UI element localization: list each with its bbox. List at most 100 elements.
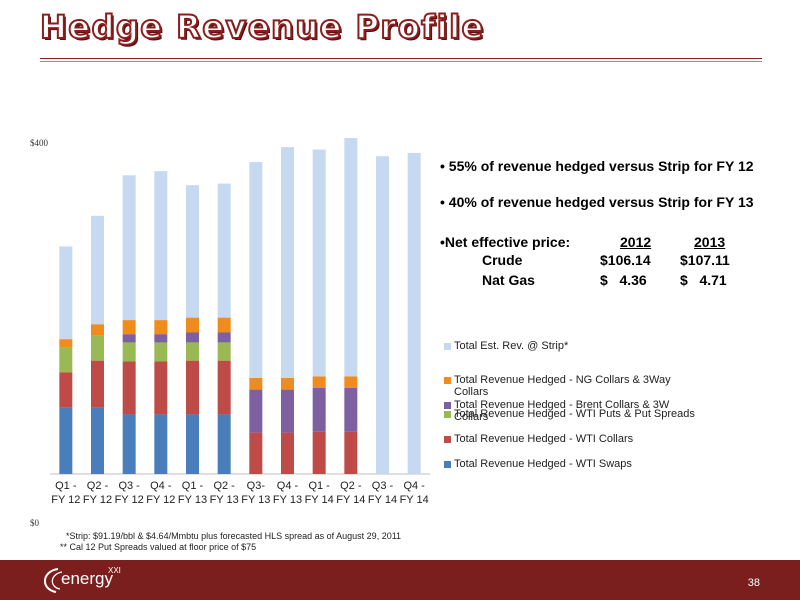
title-divider bbox=[40, 58, 762, 59]
bar-segment bbox=[154, 334, 168, 343]
x-tick-label: FY 12 bbox=[83, 494, 112, 506]
legend-swatch bbox=[444, 377, 451, 384]
x-tick-label: Q2 - bbox=[340, 480, 362, 492]
footnotes: *Strip: $91.19/bbl & $4.64/Mmbtu plus fo… bbox=[60, 531, 401, 553]
bar-segment bbox=[91, 360, 104, 408]
bar-segment bbox=[312, 387, 326, 432]
price-table-col-2012: 2012 bbox=[620, 234, 652, 250]
legend-label: Total Revenue Hedged - Brent Collars & 3… bbox=[454, 399, 670, 423]
y-tick-label: $400 bbox=[30, 138, 49, 148]
bar-segment bbox=[186, 360, 199, 415]
legend-swatch bbox=[444, 461, 451, 468]
bar-segment bbox=[154, 342, 168, 362]
legend-label: Total Revenue Hedged - WTI Swaps bbox=[454, 458, 632, 470]
price-row-natgas-2012: $ 4.36 bbox=[600, 272, 647, 288]
x-tick-label: Q3- bbox=[247, 480, 266, 492]
bar-segment bbox=[344, 431, 358, 474]
price-row-crude-label: Crude bbox=[482, 252, 523, 268]
x-tick-label: FY 14 bbox=[336, 494, 365, 506]
bar-segment bbox=[376, 156, 389, 475]
bar-segment bbox=[59, 246, 73, 340]
bar-segment bbox=[217, 183, 231, 318]
bar-segment bbox=[122, 320, 136, 335]
logo-sup: XXI bbox=[108, 566, 121, 575]
legend-label: Total Revenue Hedged - WTI Collars bbox=[454, 433, 634, 445]
bar-segment bbox=[91, 324, 104, 336]
x-tick-label: FY 13 bbox=[178, 494, 207, 506]
x-tick-label: Q4 - bbox=[150, 480, 172, 492]
x-tick-label: FY 13 bbox=[210, 494, 239, 506]
page-number: 38 bbox=[747, 577, 760, 589]
hedge-revenue-chart: $400 $0 Q1 - FY 12 Q2 - FY 12 Q3 - FY 12 Q4 - FY … bbox=[30, 138, 430, 528]
bar-segment bbox=[217, 414, 231, 474]
bar-segment bbox=[154, 320, 168, 335]
logo-text: energy bbox=[61, 569, 113, 588]
bar-segment bbox=[186, 332, 199, 343]
x-tick-label: FY 13 bbox=[241, 494, 270, 506]
y-tick-label: $0 bbox=[30, 518, 40, 528]
x-tick-label: Q1 - bbox=[182, 480, 204, 492]
bar-segment bbox=[59, 407, 73, 474]
bar-segment bbox=[186, 342, 199, 361]
bar-segment bbox=[59, 347, 73, 373]
bar-segment bbox=[217, 342, 231, 361]
legend-swatch bbox=[444, 402, 451, 409]
bar-segment bbox=[59, 372, 73, 408]
bar-segment bbox=[122, 414, 136, 474]
x-tick-label: FY 12 bbox=[51, 494, 80, 506]
bar-segment bbox=[91, 335, 104, 361]
price-row-natgas-label: Nat Gas bbox=[482, 272, 535, 288]
price-table-col-2013: 2013 bbox=[694, 234, 726, 250]
bar-segment bbox=[312, 149, 326, 377]
legend-swatch bbox=[444, 343, 451, 350]
bar-segment bbox=[344, 376, 358, 388]
bar-segment bbox=[249, 432, 263, 474]
bar-segment bbox=[186, 185, 199, 318]
x-tick-label: FY 14 bbox=[305, 494, 334, 506]
price-table-label: •Net effective price: bbox=[440, 234, 571, 250]
bar-segment bbox=[186, 414, 199, 474]
price-row-natgas-2013: $ 4.71 bbox=[680, 272, 727, 288]
bar-segment bbox=[249, 389, 263, 433]
price-row-crude-2013: $107.11 bbox=[680, 252, 730, 268]
bar-segment bbox=[344, 138, 358, 377]
bar-segment bbox=[154, 414, 168, 474]
x-tick-label: FY 12 bbox=[146, 494, 175, 506]
bar-segment bbox=[122, 342, 136, 362]
bar-segment bbox=[122, 334, 136, 343]
bar-segment bbox=[186, 317, 199, 333]
bar-segment bbox=[122, 175, 136, 321]
bar-segment bbox=[154, 361, 168, 415]
bullet-fy12: • 55% of revenue hedged versus Strip for… bbox=[440, 158, 754, 174]
legend-swatch bbox=[444, 411, 451, 418]
bullet-fy13: • 40% of revenue hedged versus Strip for… bbox=[440, 194, 754, 210]
bar-segment bbox=[249, 378, 263, 390]
bar-segment bbox=[217, 360, 231, 415]
x-tick-label: FY 12 bbox=[115, 494, 144, 506]
bar-segment bbox=[312, 376, 326, 388]
x-tick-label: Q1 - bbox=[55, 480, 77, 492]
x-tick-label: Q1 - bbox=[308, 480, 330, 492]
legend-label: Total Est. Rev. @ Strip* bbox=[454, 340, 569, 352]
energy-xxi-logo-swoosh-icon bbox=[44, 568, 63, 593]
bar-segment bbox=[281, 432, 294, 474]
x-tick-label: Q4 - bbox=[277, 480, 299, 492]
legend-swatch bbox=[444, 436, 451, 443]
x-tick-label: FY 14 bbox=[368, 494, 397, 506]
title-divider-secondary bbox=[40, 61, 762, 62]
bar-segment bbox=[344, 387, 358, 432]
price-row-crude-2012: $106.14 bbox=[600, 252, 651, 268]
legend-label: Total Revenue Hedged - WTI Puts & Put Sp… bbox=[454, 408, 695, 420]
bar-segment bbox=[281, 378, 294, 390]
bar-segment bbox=[91, 407, 104, 474]
bar-segment bbox=[281, 389, 294, 433]
x-tick-label: Q2 - bbox=[213, 480, 235, 492]
bar-segment bbox=[217, 332, 231, 343]
bar-segment bbox=[281, 147, 294, 379]
x-tick-label: FY 14 bbox=[400, 494, 429, 506]
x-tick-label: FY 13 bbox=[273, 494, 302, 506]
bar-segment bbox=[59, 339, 73, 348]
footnote-put-spreads: ** Cal 12 Put Spreads valued at floor pr… bbox=[60, 542, 257, 552]
bar-segment bbox=[122, 361, 136, 415]
x-tick-label: Q2 - bbox=[87, 480, 109, 492]
